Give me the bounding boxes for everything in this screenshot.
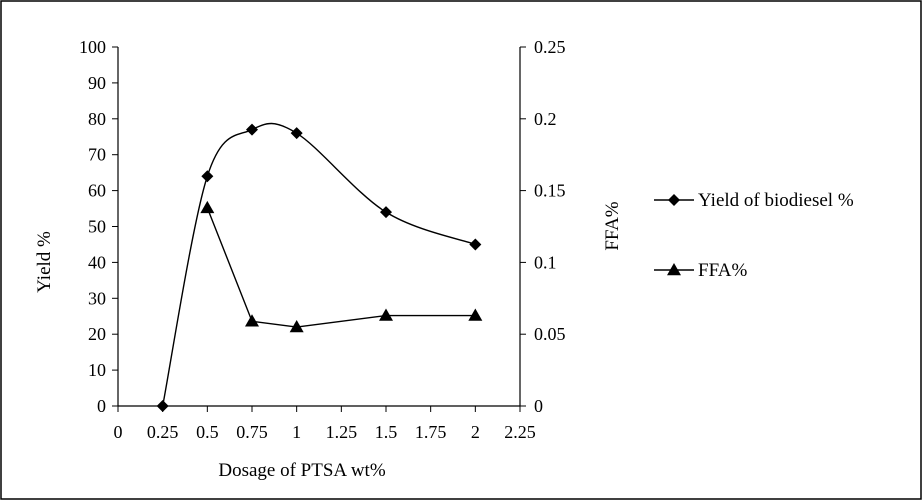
- series-layer: [156, 122, 483, 412]
- data-point-diamond: [246, 123, 258, 136]
- y-right-tick-label: 0: [534, 396, 543, 416]
- y-right-tick-label: 0.2: [534, 109, 557, 129]
- y-left-tick-label: 50: [88, 217, 106, 237]
- series-line: [206, 207, 476, 328]
- data-point-diamond: [201, 170, 214, 183]
- x-tick-label: 0.25: [147, 422, 179, 442]
- legend: Yield of biodiesel % FFA%: [654, 190, 854, 281]
- y-left-tick-label: 70: [88, 145, 106, 165]
- legend-marker: [667, 263, 681, 276]
- x-tick-label: 1.5: [375, 422, 398, 442]
- data-point-triangle: [379, 308, 393, 321]
- y-axis-left-title: Yield %: [34, 231, 55, 293]
- y-right-tick-label: 0.25: [534, 37, 566, 57]
- axes: 0 0.25 0.5 0.75 1 1.25 1.5 1.75 2 2.25 0 10 20 30 40 50…: [79, 37, 566, 442]
- y-left-tick-label: 90: [88, 73, 106, 93]
- x-tick-label: 2.25: [504, 422, 536, 442]
- data-point-diamond: [290, 127, 303, 140]
- legend-marker: [668, 194, 680, 206]
- data-point-diamond: [469, 238, 482, 251]
- series-2: [200, 200, 483, 333]
- y-left-tick-label: 40: [88, 252, 106, 272]
- y-left-tick-label: 30: [88, 288, 106, 308]
- data-point-diamond: [380, 206, 392, 219]
- y-left-tick-label: 100: [79, 37, 106, 57]
- y-right-tick-label: 0.05: [534, 324, 566, 344]
- series-line: [161, 122, 476, 407]
- legend-label: FFA%: [698, 260, 747, 281]
- series-1: [156, 122, 482, 412]
- x-tick-label: 0.5: [196, 422, 219, 442]
- x-tick-label: 2: [471, 422, 480, 442]
- x-tick-label: 0.75: [236, 422, 268, 442]
- y-axis-right-title: FFA%: [602, 201, 623, 250]
- legend-item: Yield of biodiesel %: [654, 190, 854, 211]
- x-tick-label: 1.75: [415, 422, 447, 442]
- y-left-tick-label: 80: [88, 109, 106, 129]
- y-left-tick-label: 0: [97, 396, 106, 416]
- data-point-diamond: [156, 400, 169, 412]
- data-point-triangle: [468, 308, 483, 321]
- x-axis-title: Dosage of PTSA wt%: [218, 460, 385, 481]
- legend-item: FFA%: [654, 260, 747, 281]
- y-right-tick-label: 0.15: [534, 181, 566, 201]
- data-point-triangle: [245, 314, 259, 327]
- axis-labels: Dosage of PTSA wt% Yield % FFA%: [34, 201, 623, 481]
- data-point-triangle: [200, 200, 215, 214]
- x-tick-label: 0: [114, 422, 123, 442]
- x-tick-label: 1.25: [326, 422, 358, 442]
- data-point-triangle: [289, 320, 304, 333]
- y-left-tick-label: 20: [88, 324, 106, 344]
- y-left-tick-label: 10: [88, 360, 106, 380]
- x-tick-label: 1: [292, 422, 301, 442]
- y-left-tick-label: 60: [88, 181, 106, 201]
- y-right-tick-label: 0.1: [534, 252, 557, 272]
- legend-label: Yield of biodiesel %: [698, 190, 854, 211]
